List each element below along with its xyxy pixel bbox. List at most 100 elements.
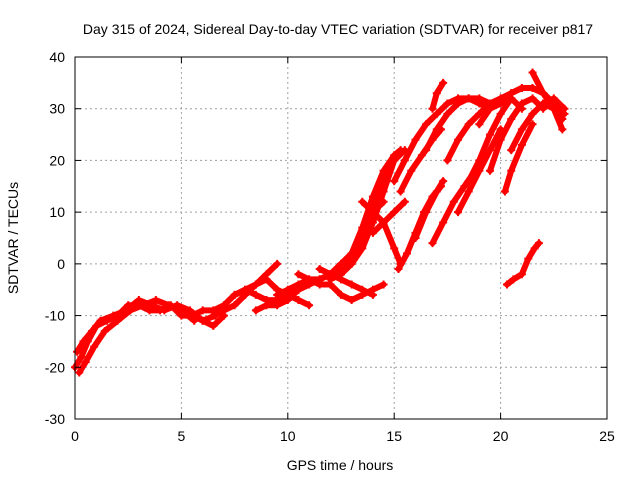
data-point-marker bbox=[528, 94, 537, 103]
data-point-marker bbox=[185, 306, 194, 315]
data-point-marker bbox=[496, 99, 505, 108]
data-point-marker bbox=[379, 280, 388, 289]
y-tick-label: 30 bbox=[49, 101, 65, 117]
y-tick-label: 40 bbox=[49, 49, 65, 65]
data-point-marker bbox=[219, 306, 228, 315]
data-point-marker bbox=[77, 352, 86, 361]
data-point-marker bbox=[262, 270, 271, 279]
data-point-marker bbox=[315, 265, 324, 274]
data-point-marker bbox=[358, 197, 367, 206]
data-point-marker bbox=[475, 109, 484, 118]
data-point-marker bbox=[305, 275, 314, 284]
data-point-marker bbox=[326, 275, 335, 284]
series-trace bbox=[529, 69, 566, 133]
series-trace bbox=[429, 79, 447, 112]
data-point-marker bbox=[500, 187, 509, 196]
data-point-marker bbox=[379, 218, 388, 227]
data-point-marker bbox=[283, 296, 292, 305]
data-point-marker bbox=[432, 109, 441, 118]
data-point-marker bbox=[337, 290, 345, 299]
data-point-marker bbox=[517, 99, 526, 108]
series-arc-32 bbox=[539, 99, 567, 124]
data-point-marker bbox=[396, 146, 405, 155]
data-point-marker bbox=[88, 327, 97, 336]
data-point-marker bbox=[262, 301, 271, 310]
data-point-marker bbox=[251, 290, 260, 299]
data-point-marker bbox=[443, 156, 452, 165]
data-point-marker bbox=[485, 104, 494, 113]
data-point-marker bbox=[428, 104, 437, 113]
data-point-marker bbox=[428, 239, 437, 248]
data-point-marker bbox=[358, 223, 367, 232]
data-point-marker bbox=[209, 311, 218, 320]
data-point-marker bbox=[251, 306, 260, 315]
data-point-marker bbox=[507, 94, 516, 103]
data-point-marker bbox=[517, 84, 526, 93]
data-point-marker bbox=[485, 166, 494, 175]
data-point-marker bbox=[109, 311, 118, 320]
series-arc-30 bbox=[502, 239, 543, 289]
data-point-marker bbox=[273, 301, 282, 310]
data-point-marker bbox=[160, 306, 169, 315]
x-tick-label: 10 bbox=[280, 428, 296, 444]
data-point-marker bbox=[411, 234, 420, 242]
data-point-marker bbox=[422, 120, 431, 129]
data-point-marker bbox=[417, 151, 426, 160]
data-point-marker bbox=[145, 306, 154, 315]
data-point-marker bbox=[460, 182, 469, 191]
data-point-marker bbox=[230, 301, 239, 310]
data-point-marker bbox=[432, 89, 441, 98]
data-point-marker bbox=[198, 306, 207, 315]
data-point-marker bbox=[396, 187, 405, 196]
data-point-marker bbox=[305, 301, 314, 310]
data-point-marker bbox=[337, 259, 345, 268]
data-point-marker bbox=[241, 285, 250, 294]
data-point-marker bbox=[549, 104, 558, 113]
chart-title: Day 315 of 2024, Sidereal Day-to-day VTE… bbox=[83, 21, 593, 37]
y-tick-label: -10 bbox=[45, 308, 65, 324]
data-point-marker bbox=[75, 368, 84, 377]
data-point-marker bbox=[394, 265, 403, 274]
y-tick-label: -30 bbox=[45, 411, 65, 427]
data-point-marker bbox=[439, 218, 448, 227]
data-point-marker bbox=[464, 94, 473, 103]
data-point-marker bbox=[443, 109, 452, 118]
data-point-marker bbox=[337, 270, 345, 279]
data-point-marker bbox=[439, 78, 448, 87]
data-point-marker bbox=[294, 296, 303, 305]
data-point-marker bbox=[507, 146, 516, 155]
data-point-marker bbox=[507, 115, 516, 124]
data-point-marker bbox=[528, 109, 537, 118]
y-tick-label: 10 bbox=[49, 204, 65, 220]
data-point-marker bbox=[475, 120, 484, 129]
data-point-marker bbox=[400, 197, 409, 206]
data-point-marker bbox=[507, 166, 516, 175]
data-point-marker bbox=[517, 140, 526, 149]
data-point-marker bbox=[358, 285, 367, 294]
data-point-marker bbox=[368, 192, 377, 201]
data-point-marker bbox=[390, 151, 399, 160]
data-point-marker bbox=[432, 187, 441, 196]
data-point-marker bbox=[273, 290, 282, 299]
y-axis-label: SDTVAR / TECUs bbox=[5, 182, 21, 294]
data-point-marker bbox=[528, 120, 537, 129]
data-point-marker bbox=[294, 270, 303, 279]
data-point-marker bbox=[294, 280, 303, 289]
data-point-marker bbox=[198, 316, 207, 325]
y-tick-label: -20 bbox=[45, 359, 65, 375]
data-point-marker bbox=[530, 244, 539, 253]
series-arc-10 bbox=[315, 265, 377, 299]
data-point-marker bbox=[464, 177, 473, 186]
data-point-marker bbox=[100, 327, 109, 336]
data-point-marker bbox=[368, 208, 377, 217]
series-arc-19 bbox=[411, 177, 448, 242]
data-point-marker bbox=[273, 259, 282, 268]
series-trace bbox=[72, 302, 227, 371]
data-point-marker bbox=[113, 316, 122, 325]
data-point-marker bbox=[549, 94, 558, 103]
data-point-marker bbox=[517, 125, 526, 134]
data-point-marker bbox=[209, 321, 218, 330]
plot-frame bbox=[74, 56, 608, 420]
data-point-marker bbox=[73, 347, 82, 356]
